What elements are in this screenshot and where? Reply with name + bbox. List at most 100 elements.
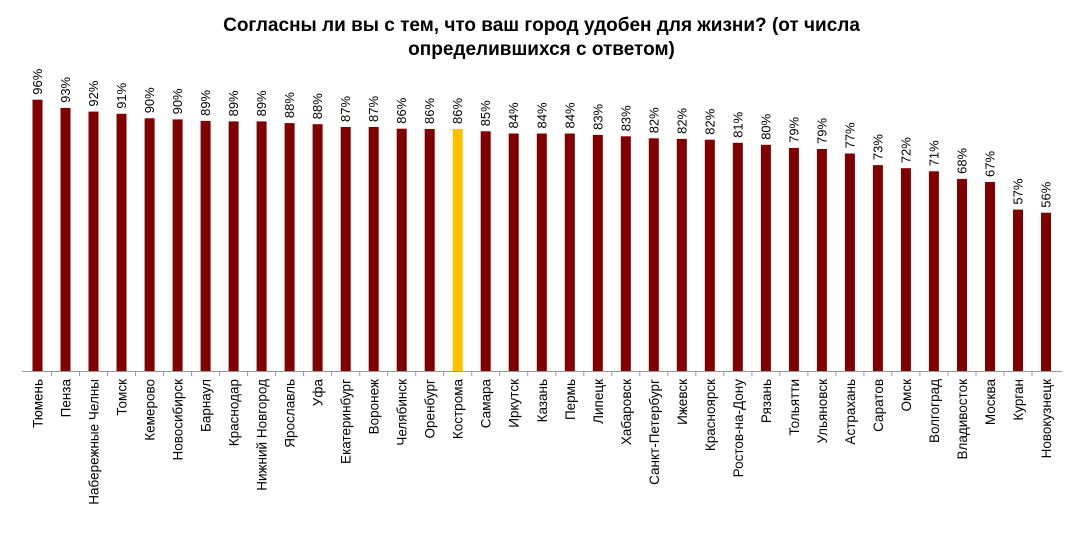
bar-35 [985,182,995,371]
value-label-29: 79% [814,118,829,144]
value-label-35: 67% [983,151,998,177]
value-label-32: 72% [898,137,913,163]
category-label-21: Липецк [591,379,606,424]
value-label-31: 73% [870,134,885,160]
value-label-23: 82% [646,107,661,133]
category-label-31: Саратов [871,379,886,432]
bar-20 [564,133,575,371]
category-labels-group: Тюмень Пенза Набережные Челны Томск Кемерово… [31,379,1055,505]
value-label-34: 68% [955,147,970,173]
bar-28 [788,147,799,371]
bar-1 [32,99,43,371]
category-label-23: Санкт-Петербург [647,379,662,485]
category-label-24: Ижевск [675,379,690,425]
chart-title: Согласны ли вы с тем, что ваш город удоб… [0,14,1083,62]
category-label-9: Нижний Новгород [255,379,270,491]
bar-22 [620,136,631,371]
category-label-12: Екатеринбург [339,379,354,464]
bar-9 [256,121,267,372]
value-label-7: 89% [198,89,213,115]
category-label-25: Красноярск [703,379,718,451]
category-label-26: Ростов-на-Дону [731,379,746,478]
value-label-10: 88% [282,92,297,118]
category-label-8: Краснодар [227,379,242,446]
value-label-12: 87% [338,96,353,122]
bar-21 [592,134,603,371]
bar-8 [228,121,239,372]
bar-32 [900,168,911,371]
category-label-14: Челябинск [395,379,410,446]
bar-19 [536,133,547,371]
value-label-16: 86% [450,98,465,124]
bar-13 [368,127,379,371]
value-label-15: 86% [422,98,437,124]
category-label-17: Самара [479,379,494,429]
category-label-28: Тольятти [787,379,802,436]
category-label-29: Ульяновск [815,379,830,444]
bar-14 [396,128,407,371]
x-axis [22,371,1062,376]
bar-4 [116,113,127,372]
chart-title-line-2: определившихся с ответом) [408,39,675,60]
bar-12 [340,127,351,371]
category-label-3: Набережные Челны [87,379,102,505]
category-label-13: Воронеж [367,379,382,434]
category-label-11: Уфа [311,379,326,407]
value-label-4: 91% [114,82,129,108]
bars-group [32,99,1051,372]
bar-2 [60,107,71,372]
category-label-6: Новосибирск [171,379,186,461]
bar-5 [144,118,155,371]
category-label-15: Оренбург [423,379,438,439]
category-label-4: Томск [115,379,130,416]
category-label-1: Тюмень [31,379,46,428]
value-label-19: 84% [534,102,549,128]
bar-27 [760,144,771,371]
bar-23 [648,138,659,371]
bar-18 [508,133,519,371]
category-label-33: Волгоград [927,379,942,443]
value-label-1: 96% [30,68,45,94]
category-label-19: Казань [535,379,550,422]
category-label-27: Рязань [759,379,774,423]
value-label-6: 90% [170,88,185,114]
value-label-24: 82% [674,107,689,133]
category-label-18: Иркутск [507,379,522,428]
bar-37 [1041,212,1051,371]
bar-29 [816,149,827,371]
category-label-32: Омск [899,379,914,412]
bar-33 [928,171,939,371]
value-label-27: 80% [758,113,773,139]
bar-34 [957,178,967,371]
bar-31 [872,165,883,371]
value-label-18: 84% [506,102,521,128]
value-label-3: 92% [86,80,101,106]
bar-36 [1013,209,1023,371]
value-label-28: 79% [786,116,801,142]
bar-24 [676,138,687,371]
category-label-7: Барнаул [199,379,214,432]
bar-16 [452,129,463,371]
value-label-2: 93% [58,76,73,102]
value-label-33: 71% [926,140,941,166]
bar-25 [704,139,715,371]
value-label-20: 84% [562,102,577,128]
category-label-22: Хабаровск [619,379,634,445]
value-label-37: 56% [1039,181,1054,207]
value-label-13: 87% [366,96,381,122]
bar-17 [480,131,491,371]
category-label-35: Москва [983,379,998,426]
value-label-9: 89% [254,90,269,116]
bar-11 [312,124,323,371]
value-label-22: 83% [618,105,633,131]
category-label-20: Пермь [563,379,578,420]
category-label-36: Курган [1011,379,1026,421]
category-label-16: Кострома [451,379,466,440]
value-label-14: 86% [394,97,409,123]
bar-7 [200,120,211,372]
category-label-10: Ярославль [283,379,298,448]
bar-6 [172,119,183,372]
value-label-5: 90% [142,87,157,113]
bar-10 [284,123,295,371]
